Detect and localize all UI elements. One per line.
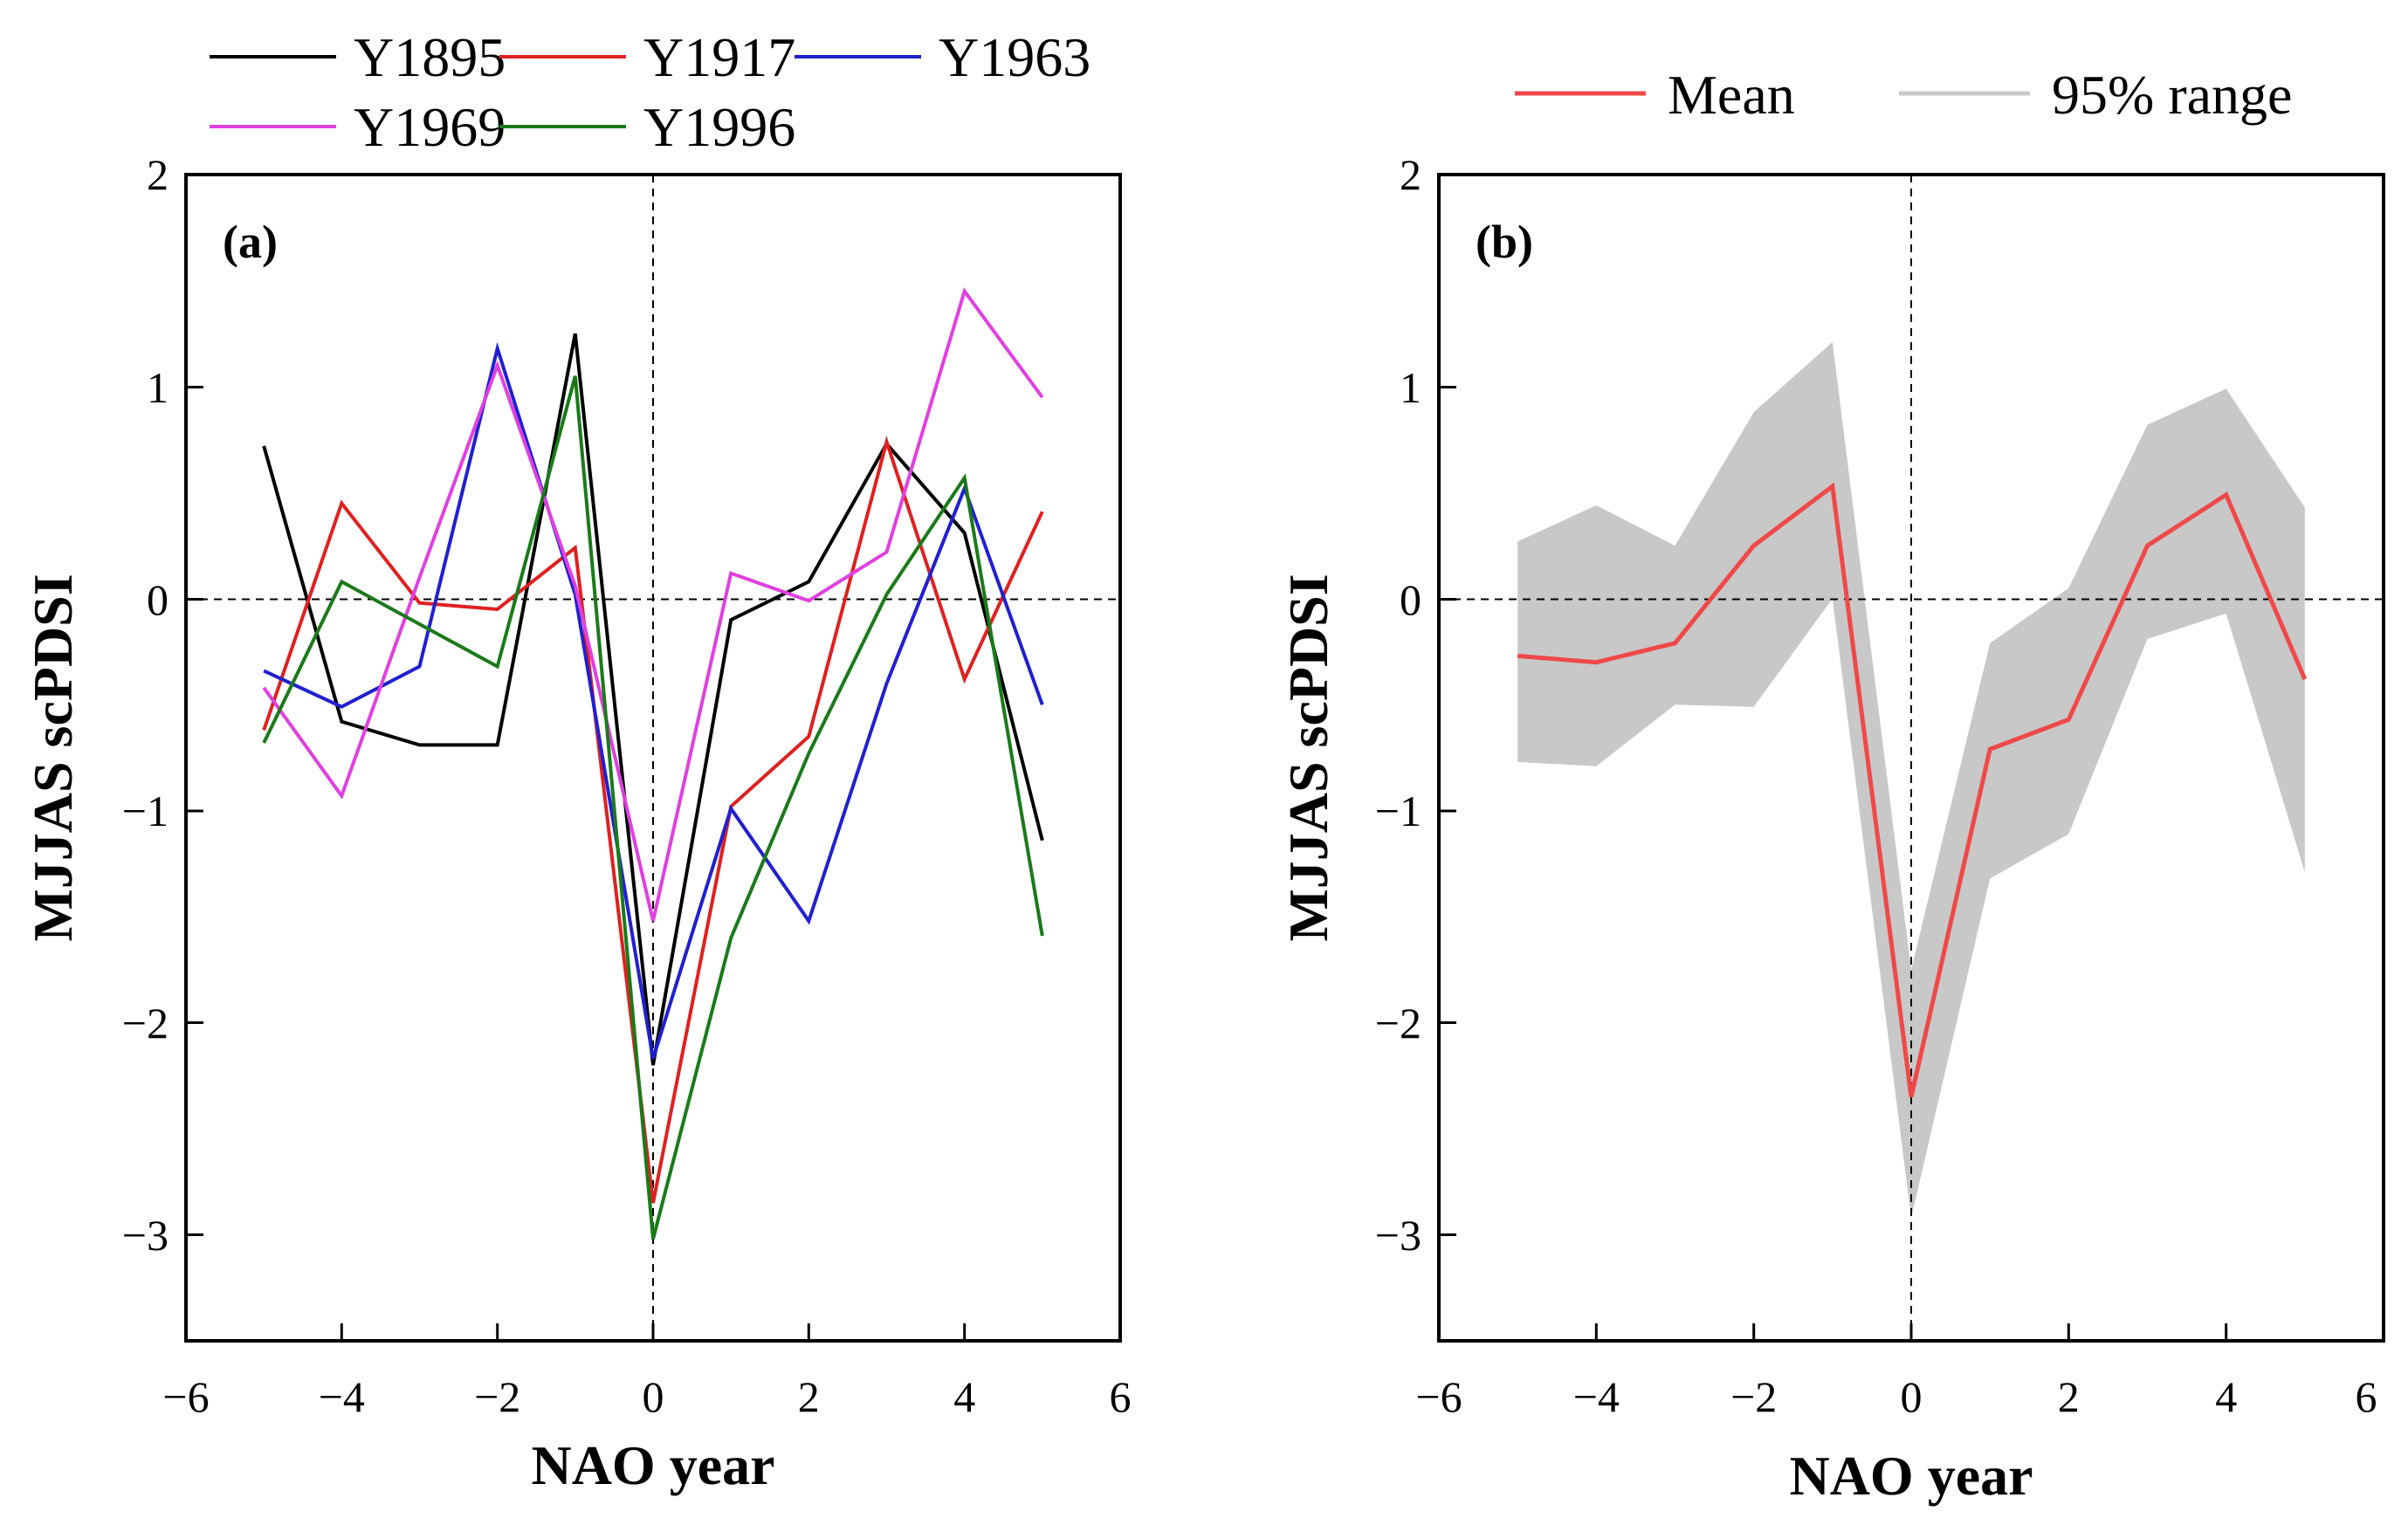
series-line-y1895 [262,333,1044,1066]
y-tick-label-b: 2 [1400,150,1421,199]
y-tick-label-a: 0 [147,575,169,624]
panel-label-b: (b) [1476,216,1533,268]
legend-label-range: 95% range [2052,64,2292,126]
y-axis-b: −3 −2 −1 0 1 2 [1375,150,1456,1260]
y-tick-label-b: −2 [1375,999,1421,1048]
x-tick-label-b: −2 [1730,1372,1777,1421]
y-axis-a: −3 −2 −1 0 1 2 [122,150,203,1260]
x-tick-label-b: −4 [1573,1372,1620,1421]
x-tick-label-a: 6 [1110,1372,1132,1421]
panel-a: −3 −2 −1 0 1 2 −6 −4 −2 0 2 4 6 (a) NAO … [22,150,1132,1496]
series-line-y1996 [262,375,1044,1240]
y-tick-label-b: −3 [1375,1211,1421,1260]
legend-label-y1963: Y1963 [939,26,1090,88]
legend-label-y1969: Y1969 [354,96,506,158]
y-tick-label-a: −2 [122,999,169,1048]
y-tick-label-b: 1 [1400,363,1421,412]
range-band-95 [1517,341,2305,1219]
x-tick-label-b: 2 [2058,1372,2080,1421]
legend-item-y1969: Y1969 [210,96,506,158]
y-tick-label-a: 2 [147,150,169,199]
legend-item-range: 95% range [1899,64,2292,126]
series-line-y1963 [263,341,1044,1060]
legend-label-y1996: Y1996 [643,96,795,158]
series-line-y1969 [262,287,1044,922]
range-band-layer-b [1517,341,2305,1219]
legend-item-y1917: Y1917 [499,26,795,88]
x-tick-label-a: −2 [474,1372,520,1421]
y-axis-title-a: MJJAS scPDSI [22,574,84,941]
legend-label-y1895: Y1895 [354,26,506,88]
series-lines-a [262,287,1044,1240]
legend-item-mean: Mean [1515,64,1795,126]
x-axis-title-a: NAO year [531,1434,774,1496]
x-tick-label-b: 6 [2356,1372,2377,1421]
legend-item-y1996: Y1996 [499,96,795,158]
series-lines-b [1517,482,2308,1098]
y-tick-label-a: 1 [147,363,169,412]
x-tick-label-a: −6 [162,1372,209,1421]
series-line-y1917 [262,436,1044,1204]
panel-label-a: (a) [223,216,278,268]
x-tick-label-b: 4 [2215,1372,2237,1421]
x-tick-label-a: −4 [319,1372,365,1421]
y-tick-label-a: −1 [122,787,169,835]
x-axis-a: −6 −4 −2 0 2 4 6 [162,1323,1132,1421]
x-tick-label-b: −6 [1415,1372,1462,1421]
x-axis-title-b: NAO year [1789,1445,2033,1507]
legend-a: Y1895 Y1917 Y1963 Y1969 Y1996 [210,26,1090,158]
y-tick-label-b: 0 [1400,575,1421,624]
x-tick-label-a: 4 [953,1372,975,1421]
x-tick-label-b: 0 [1901,1372,1923,1421]
y-tick-label-a: −3 [122,1211,169,1260]
legend-item-y1895: Y1895 [210,26,506,88]
legend-b: Mean 95% range [1515,64,2292,126]
panel-b: −3 −2 −1 0 1 2 −6 −4 −2 0 2 4 6 (b) NAO … [1277,150,2385,1507]
x-tick-label-a: 2 [798,1372,820,1421]
legend-label-y1917: Y1917 [643,26,795,88]
legend-label-mean: Mean [1668,64,1795,126]
x-tick-label-a: 0 [643,1372,664,1421]
y-axis-title-b: MJJAS scPDSI [1277,574,1339,941]
series-line-mean [1517,482,2308,1098]
x-axis-b: −6 −4 −2 0 2 4 6 [1415,1323,2385,1421]
y-tick-label-b: −1 [1375,787,1421,835]
legend-item-y1963: Y1963 [795,26,1090,88]
